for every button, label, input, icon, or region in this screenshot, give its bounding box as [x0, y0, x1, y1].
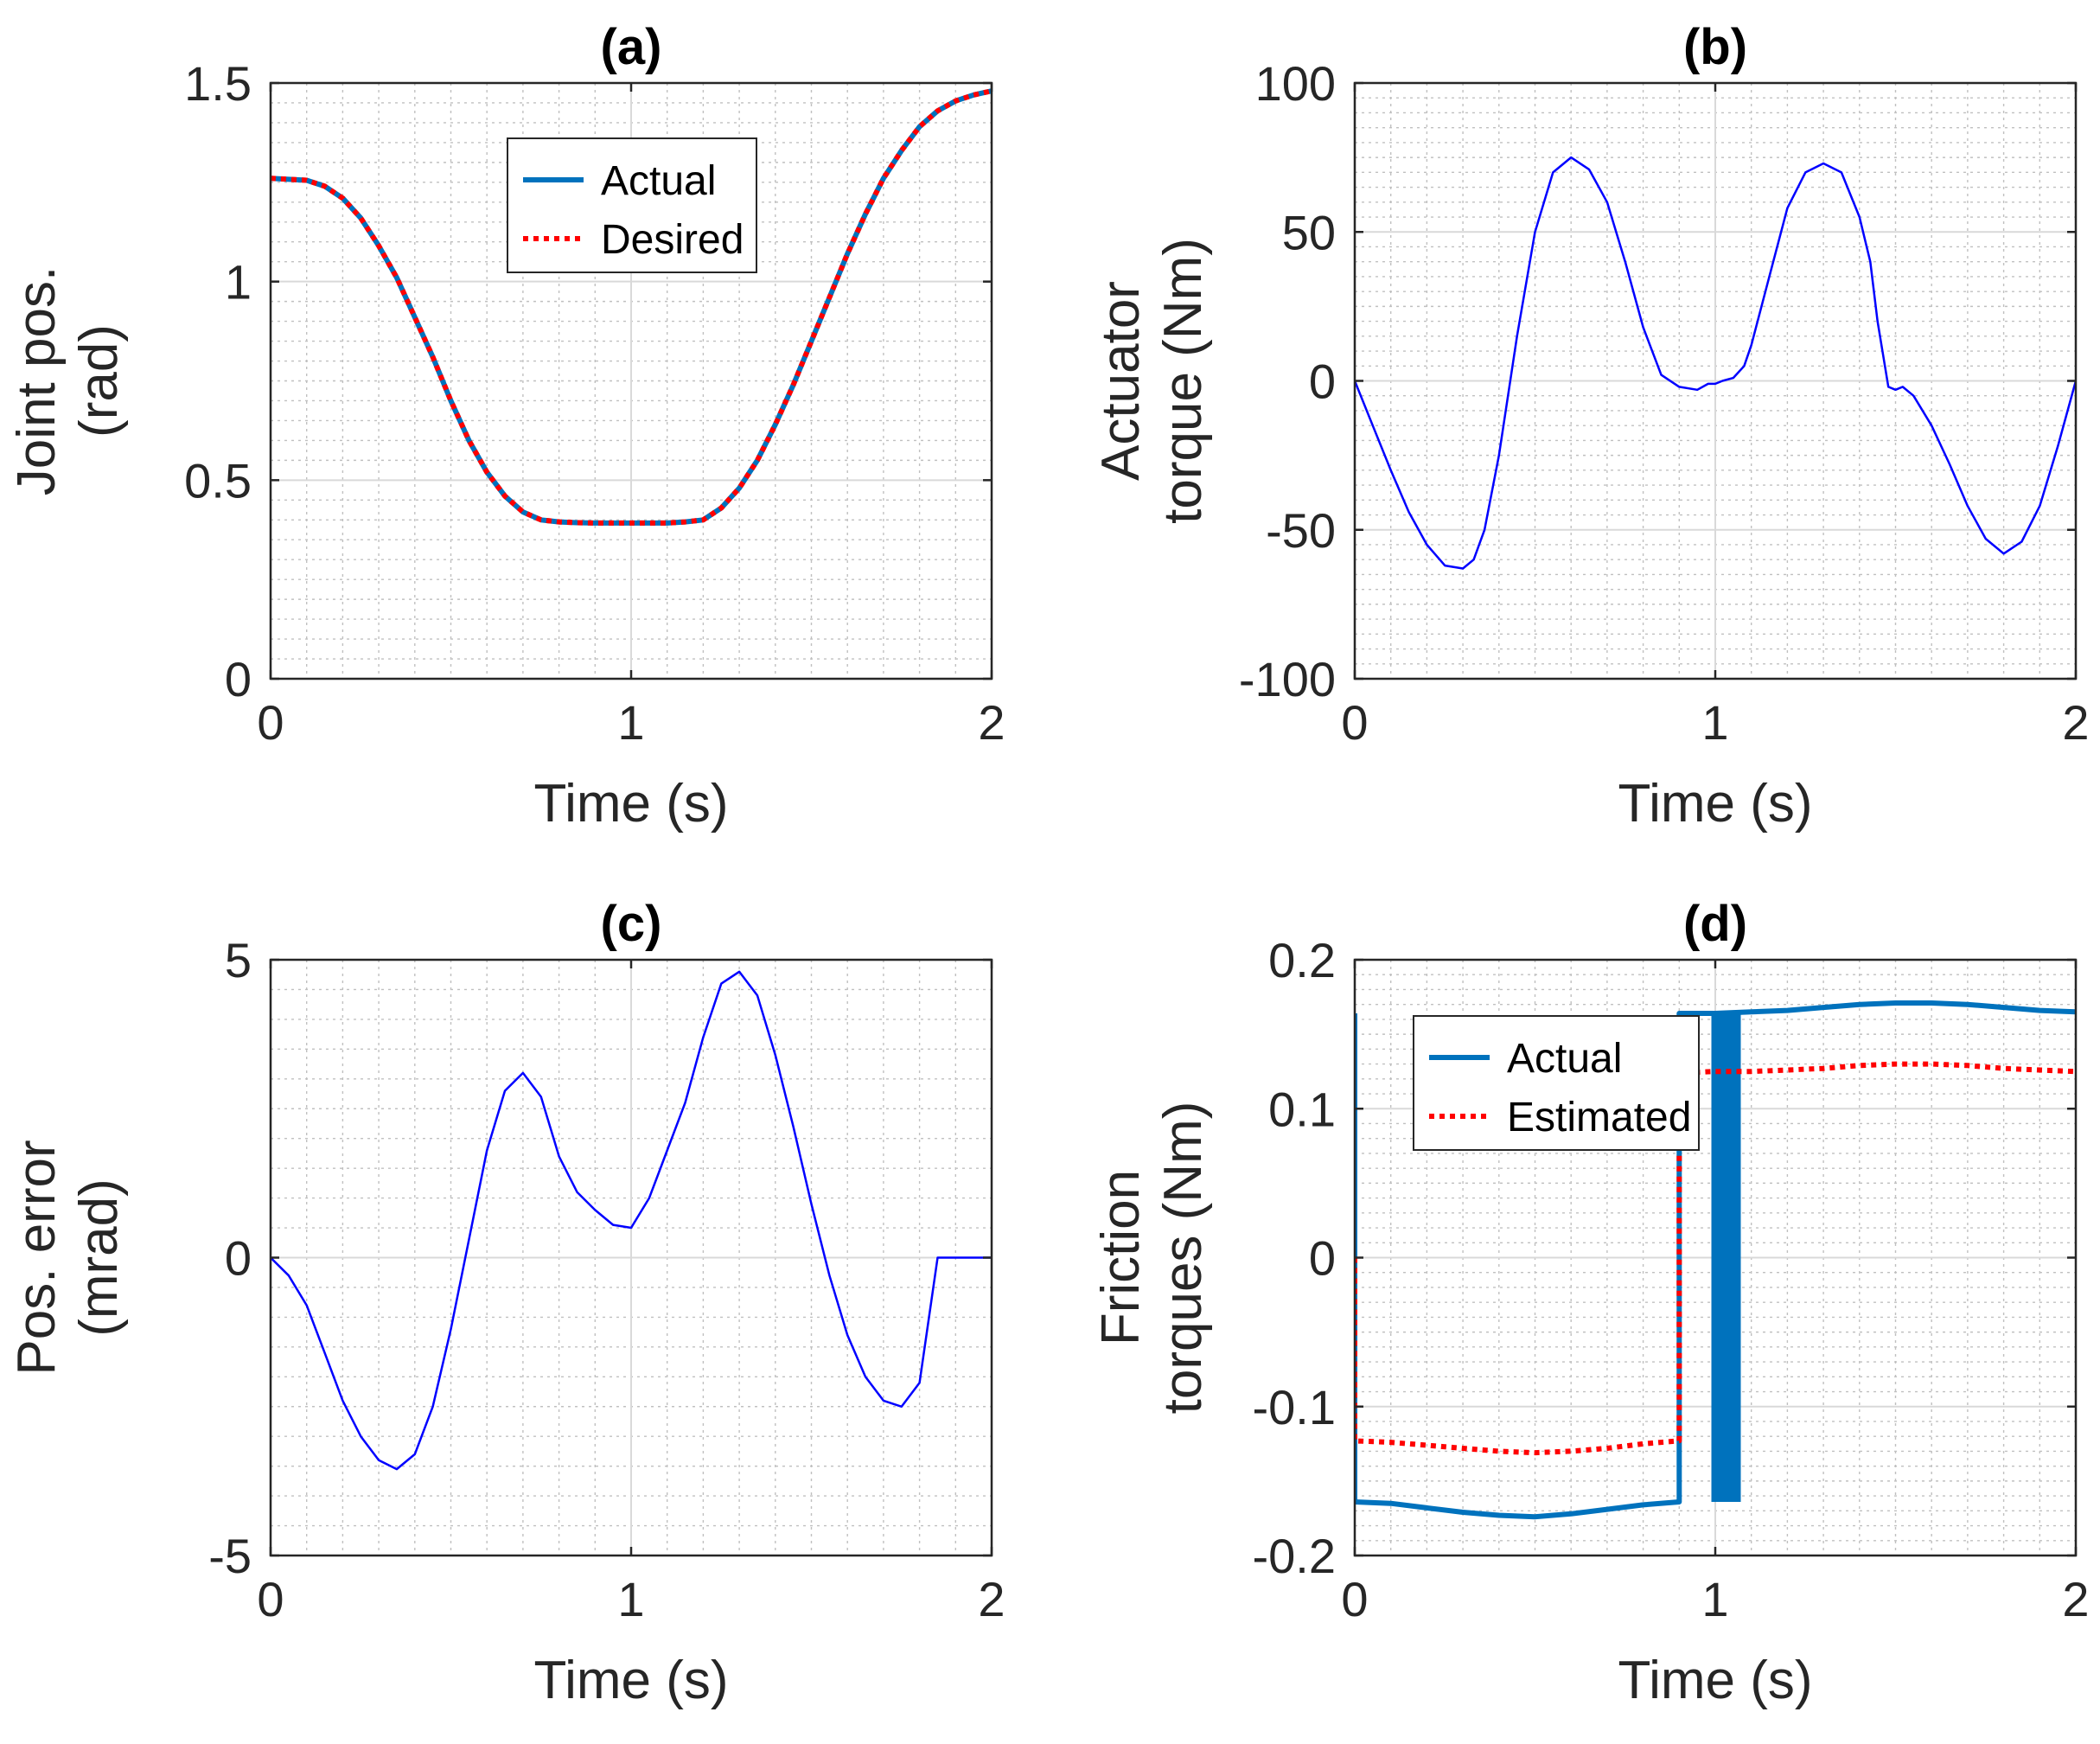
x-tick-label: 2	[978, 1572, 1005, 1626]
y-axis-label: Frictiontorques (Nm)	[1091, 1102, 1213, 1415]
x-tick-label: 2	[978, 695, 1005, 750]
y-tick-label: -0.1	[1253, 1380, 1337, 1434]
x-tick-label: 0	[1341, 695, 1368, 750]
x-tick-label: 0	[257, 695, 284, 750]
y-tick-label: -50	[1266, 503, 1336, 558]
series-group	[271, 88, 992, 526]
legend-box	[507, 137, 757, 273]
y-axis-label: Joint pos.(rad)	[7, 266, 129, 495]
x-tick-label: 1	[617, 1572, 644, 1626]
series-line-data-0	[1355, 156, 2076, 570]
subplot-title: (d)	[1683, 896, 1747, 952]
y-tick-label: 0	[1309, 1231, 1336, 1286]
legend-label-actual: Actual	[601, 158, 716, 204]
subplot-title: (c)	[601, 896, 662, 952]
x-axis-label: Time (s)	[534, 1651, 729, 1710]
y-tick-label: 100	[1255, 56, 1336, 111]
subplot-d: 0 1 2 -0.2 -0.1 0 0.1 0.2 (d) Time (s) Frictiontor…	[1091, 896, 2090, 1710]
y-tick-label: -5	[208, 1529, 252, 1583]
y-tick-label: -100	[1239, 652, 1336, 706]
series-group	[271, 970, 992, 1471]
y-tick-label: 5	[225, 933, 252, 987]
series-line-data-0	[271, 970, 992, 1471]
y-tick-label: 0.5	[184, 453, 252, 508]
subplot-b: 0 1 2 -100 -50 0 50 100 (b) Time (s) Actuatortorqu…	[1091, 19, 2090, 834]
series-line-actual-0	[1355, 1000, 2076, 1520]
y-axis-label: Actuatortorque (Nm)	[1091, 238, 1213, 524]
series-line-desired-1	[271, 88, 992, 526]
x-tick-label: 1	[1701, 1572, 1728, 1626]
y-tick-label: 0	[225, 1231, 252, 1286]
y-axis-label-line: Joint pos.	[7, 266, 67, 495]
grid	[270, 82, 993, 680]
series-group	[1355, 156, 2076, 570]
y-tick-label: 0.2	[1268, 933, 1336, 987]
y-axis-label-line: torque (Nm)	[1153, 238, 1213, 524]
y-tick-label: 0.1	[1268, 1082, 1336, 1136]
subplot-title: (b)	[1683, 19, 1747, 75]
x-axis-label: Time (s)	[534, 774, 729, 834]
y-axis-label-line: Friction	[1091, 1170, 1151, 1345]
subplot-title: (a)	[601, 19, 662, 75]
y-tick-label: -0.2	[1253, 1529, 1337, 1583]
y-tick-label: 0	[1309, 355, 1336, 409]
y-tick-label: 50	[1282, 205, 1336, 259]
y-tick-label: 1.5	[184, 56, 252, 111]
x-tick-label: 1	[1701, 695, 1728, 750]
y-axis-label-line: (mrad)	[69, 1179, 129, 1337]
legend-box	[1413, 1015, 1700, 1151]
x-axis-label: Time (s)	[1618, 774, 1813, 834]
y-axis-label-line: Actuator	[1091, 281, 1151, 481]
x-tick-label: 2	[2062, 695, 2089, 750]
legend-label-desired: Desired	[601, 217, 744, 263]
y-axis-label: Pos. error(mrad)	[7, 1140, 129, 1375]
x-tick-label: 0	[257, 1572, 284, 1626]
legend: Actual Estimated	[1413, 1015, 1700, 1151]
y-axis-label-line: torques (Nm)	[1153, 1102, 1213, 1415]
y-axis-label-line: (rad)	[69, 324, 129, 438]
y-axis-label-line: Pos. error	[7, 1140, 67, 1375]
legend-label-estimated: Estimated	[1507, 1095, 1691, 1140]
subplot-c: 0 1 2-505(c)Time (s)Pos. error(mrad)	[7, 896, 1005, 1710]
legend: Actual Desired	[507, 137, 757, 273]
y-tick-label: 1	[225, 255, 252, 310]
y-tick-label: 0	[225, 652, 252, 706]
x-tick-label: 1	[617, 695, 644, 750]
x-axis-label: Time (s)	[1618, 1651, 1813, 1710]
x-tick-label: 2	[2062, 1572, 2089, 1626]
legend-label-actual: Actual	[1507, 1036, 1622, 1082]
subplot-a: 0 1 2 0 0.5 1 1.5 (a) Time (s) Joint pos.(rad) Act…	[7, 19, 1005, 834]
x-tick-label: 0	[1341, 1572, 1368, 1626]
